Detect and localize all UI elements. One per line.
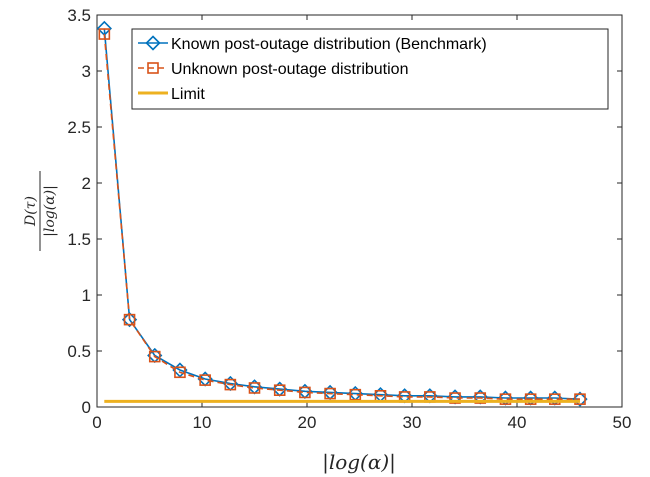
- legend-box: [131, 28, 609, 110]
- data-point-square: [148, 350, 161, 363]
- data-point-square: [273, 384, 286, 397]
- y-tick-label: 3: [82, 62, 91, 81]
- y-tick-label: 2: [82, 174, 91, 193]
- data-point-square: [574, 393, 586, 405]
- x-axis-label: |log(α)|: [322, 450, 396, 475]
- data-point-square: [224, 378, 237, 391]
- x-tick-label: 20: [298, 413, 317, 432]
- data-point-square: [499, 393, 512, 405]
- data-point-square: [548, 393, 561, 405]
- series-1: [98, 28, 586, 405]
- data-point-square: [123, 313, 136, 326]
- y-axis-label: D(τ) |log(α)|: [23, 171, 58, 251]
- data-point-square: [349, 388, 362, 401]
- y-axis-label-numerator: D(τ): [23, 196, 39, 227]
- data-point-square: [524, 393, 537, 405]
- y-tick-label: 0: [82, 398, 91, 417]
- y-tick-label: 3.5: [67, 6, 91, 25]
- y-tick-label: 2.5: [67, 118, 91, 137]
- legend-marker-square: [147, 62, 159, 74]
- y-tick-label: 1.5: [67, 230, 91, 249]
- data-point-square: [174, 366, 186, 379]
- series-layer: [96, 20, 588, 407]
- data-point-square: [449, 392, 461, 404]
- axis-ticks: 0 10 20 30 40 50 0 0.5 1 1.5 2 2.5 3 3.5: [67, 6, 631, 432]
- legend-label: Limit: [171, 86, 205, 103]
- legend-label: Unknown post-outage distribution: [171, 61, 408, 78]
- y-tick-label: 0.5: [67, 342, 91, 361]
- x-tick-label: 40: [508, 413, 527, 432]
- x-tick-label: 10: [193, 413, 212, 432]
- y-axis-label-denominator: |log(α)|: [42, 185, 58, 237]
- x-tick-label: 30: [403, 413, 422, 432]
- legend-marker-diamond: [145, 35, 161, 51]
- x-tick-label: 0: [92, 413, 101, 432]
- legend: Known post-outage distribution (Benchmar…: [131, 28, 609, 110]
- data-point-square: [248, 382, 261, 394]
- y-tick-label: 1: [82, 286, 91, 305]
- legend-label: Known post-outage distribution (Benchmar…: [171, 36, 487, 53]
- data-point-square: [199, 374, 211, 386]
- data-point-square: [324, 387, 336, 400]
- data-point-square: [98, 28, 111, 40]
- x-tick-label: 50: [613, 413, 632, 432]
- data-point-square: [299, 386, 311, 399]
- data-point-square: [474, 392, 487, 404]
